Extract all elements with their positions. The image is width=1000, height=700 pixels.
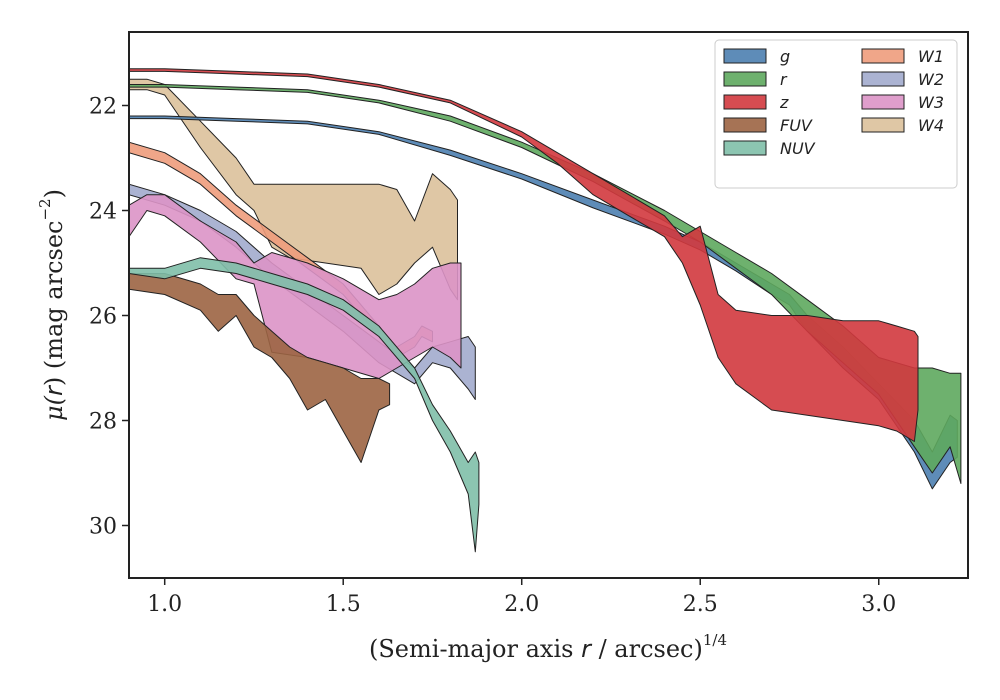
legend-label-fuv: FUV [780,116,813,135]
legend-label-w2: W2 [918,70,944,89]
legend-swatch-fuv [723,117,767,133]
y-axis-label-close: ) [40,189,68,198]
band-fuv [129,273,391,463]
x-tick-label: 3.0 [861,592,896,617]
band-z [129,68,919,442]
x-tick-label: 1.0 [147,592,182,617]
x-axis-label-rest: / arcsec) [591,635,703,663]
y-tick-label: 26 [89,305,117,330]
y-tick-label: 22 [89,95,117,120]
x-tick-label: 2.5 [683,592,718,617]
legend-swatch-w1 [861,48,905,64]
legend-swatch-r [723,71,767,87]
x-axis-label-main: (Semi-major axis [369,635,581,663]
x-tick-label: 2.0 [504,592,539,617]
legend-swatch-nuv [723,140,767,156]
y-axis-label: μ(r) (mag arcsec−2) [36,189,68,421]
legend-swatch-w2 [861,71,905,87]
legend-label-w1: W1 [918,47,944,66]
y-tick-label: 24 [89,200,117,225]
legend-swatch-w3 [861,94,905,110]
band-nuv [129,257,480,553]
y-axis-label-variable: r [40,384,68,396]
legend-label-nuv: NUV [780,139,816,158]
legend-label-r: r [780,70,788,89]
x-axis-label: (Semi-major axis r / arcsec)1/4 [369,631,727,663]
x-axis-label-superscript: 1/4 [703,631,727,649]
legend-swatch-w4 [861,117,905,133]
y-tick-label: 28 [89,410,117,435]
y-tick-label: 30 [89,515,117,540]
x-axis-label-variable: r [581,635,593,663]
legend: grz FUV NUV W1 W2 W3 W4 [714,39,958,189]
legend-swatch-g [723,48,767,64]
y-axis-label-main: μ( [40,395,68,421]
legend-label-z: z [779,93,789,112]
y-axis-label-rest: ) (mag arcsec [40,221,68,387]
x-tick-label: 1.5 [326,592,361,617]
x-axis: 1.0 1.5 2.0 2.5 3.0 [147,578,896,617]
legend-label-w4: W4 [918,116,944,135]
y-axis-label-superscript: −2 [36,198,54,220]
legend-swatch-z [723,94,767,110]
legend-label-w3: W3 [918,93,944,112]
y-axis: 22 24 26 28 30 [89,95,129,540]
band-layer [129,68,962,553]
legend-label-g: g [780,47,790,66]
plot-frame [128,31,969,579]
